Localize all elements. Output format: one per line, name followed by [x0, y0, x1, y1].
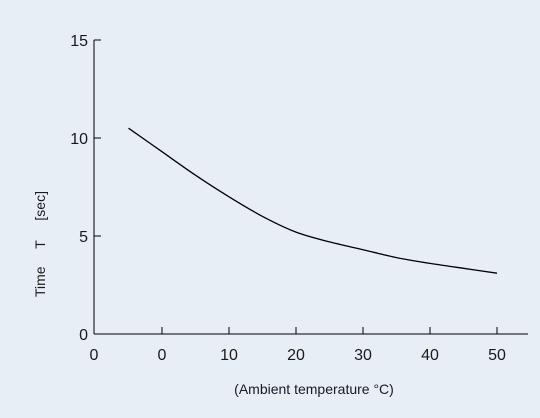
x-tick-label: 40 [421, 347, 439, 364]
x-origin-label: 0 [90, 347, 99, 364]
ticks: 0 5 10 15 0 10 20 30 40 50 0 [70, 33, 506, 364]
y-tick-label: 5 [79, 229, 88, 246]
x-tick-label: 50 [488, 347, 506, 364]
series-line [128, 127, 498, 274]
x-tick-label: 30 [354, 347, 372, 364]
x-axis-title: (Ambient temperature °C) [234, 381, 394, 397]
x-tick-label: 10 [220, 347, 238, 364]
y-tick-label: 0 [79, 327, 88, 344]
y-axis-title-word-time: Time [32, 266, 48, 297]
y-tick-label: 10 [70, 131, 88, 148]
x-tick-label: 20 [287, 347, 305, 364]
x-tick-label: 0 [158, 347, 167, 364]
y-axis-title-word-unit: [sec] [32, 191, 48, 221]
series-layer [128, 127, 498, 274]
y-tick-label: 15 [70, 33, 88, 50]
axes [93, 40, 528, 335]
y-axis-title-word-t: T [32, 240, 48, 249]
y-axis-title: Time T [sec] [32, 191, 48, 297]
